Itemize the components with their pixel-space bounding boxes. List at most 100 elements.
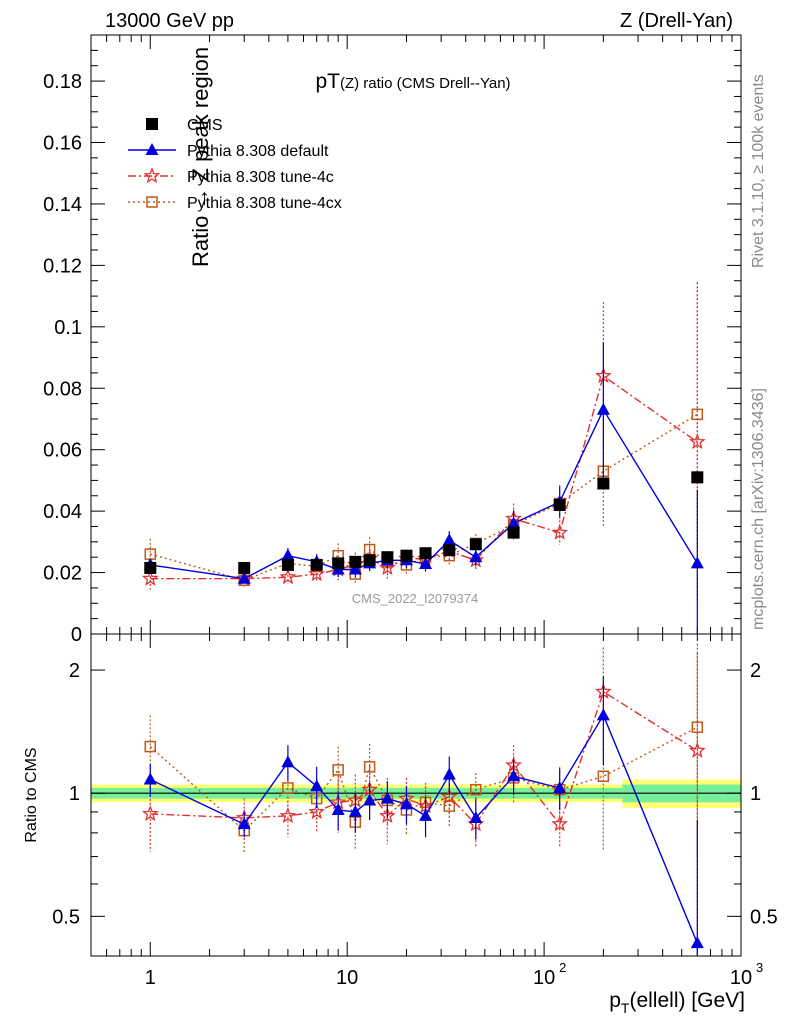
data-point [144,561,157,574]
data-point [596,402,610,415]
x-tick-label: 10 [336,967,358,989]
data-point [688,433,706,450]
data-point [469,538,482,551]
ratio-point [399,797,413,810]
ratio-point [363,793,377,806]
data-point [597,477,610,490]
data-point [691,471,704,484]
x-axis-label: pT(ellell) [GeV] [609,989,745,1016]
data-point [310,558,323,571]
header-left: 13000 GeV pp [105,10,234,32]
ratio-point [689,741,706,758]
y-tick-label: 0.12 [43,255,82,277]
y-tick-label-right: 1 [750,783,761,805]
rivet-label: Rivet 3.1.10, ≥ 100k events [750,74,767,268]
data-point [238,561,251,574]
y-tick-label: 0.14 [43,194,82,216]
data-point [379,559,396,576]
ratio-point [331,802,345,815]
data-point [469,550,483,563]
ratio-point [419,808,433,821]
main-title: pT(Z) ratio (CMS Drell--Yan) [315,70,510,93]
ratio-point [551,815,569,832]
y-tick-label-right: 2 [750,660,761,682]
legend-label: CMS [187,117,223,134]
y-tick-label: 0.04 [43,501,82,523]
x-tick-label: 3 [756,960,763,975]
ratio-point [237,817,251,830]
y-tick-label: 0.5 [52,906,80,928]
data-point [419,547,432,560]
data-point [442,533,456,546]
ratio-ylabel: Ratio to CMS [23,747,40,842]
ratio-point [144,740,157,753]
data-point [348,562,362,575]
ratio-series-pythia-8-308-tune-4cx [144,653,704,857]
legend: CMS Pythia 8.308 default Pythia 8.308 tune… [128,117,342,212]
legend-label: Pythia 8.308 tune-4c [187,169,334,186]
watermark: CMS_2022_I2079374 [352,591,479,606]
ratio-point [380,791,394,804]
ratio-point [378,807,396,824]
data-point [237,571,251,584]
y-tick-label: 0.1 [54,317,82,339]
data-point [690,556,704,569]
series-line [150,408,698,580]
data-point [281,558,294,571]
y-tick-label: 0.06 [43,440,82,462]
data-point [332,557,345,570]
ratio-point [143,772,157,785]
data-point [507,526,520,539]
y-tick-label: 2 [69,660,80,682]
ratio-point [348,804,362,817]
data-point [363,554,376,567]
legend-marker [146,196,158,208]
ratio-point [470,783,482,796]
ratio-point [141,805,159,822]
y-tick-label: 0.16 [43,133,82,155]
x-tick-label: 10 [533,967,555,989]
header-right: Z (Drell-Yan) [620,10,733,32]
ratio-point [308,803,325,820]
ratio-point [469,810,483,823]
ratio-panel: 1 10 10 2 10 3 0.5 0.5 1 1 2 2 [52,633,778,989]
y-tick-label: 0.02 [43,563,82,585]
ratio-point [442,767,456,780]
legend-label: Pythia 8.308 default [187,143,329,160]
legend-marker [145,143,159,155]
legend-marker [143,167,161,184]
ratio-line [149,713,698,944]
ratio-series-pythia-8-308-default [143,676,704,956]
data-point [279,568,297,585]
y-tick-label: 0.08 [43,378,82,400]
data-point [141,569,159,586]
y-tick-label: 0.18 [43,71,82,93]
data-point [381,551,394,564]
ratio-point [332,764,344,776]
ratio-point [279,807,297,824]
ratio-point [553,780,567,793]
data-point [419,556,433,569]
data-point [308,565,326,582]
series-cms [144,471,704,574]
mcplots-label: mcplots.cern.ch [arXiv:1306.3436] [750,388,767,630]
ratio-point [597,770,610,783]
data-point [553,498,566,511]
data-point [144,548,157,560]
data-point [400,549,413,562]
series-line [150,374,698,580]
ratio-point [310,779,324,792]
data-point [281,548,295,561]
legend-label: Pythia 8.308 tune-4cx [187,195,342,212]
ratio-point [281,755,295,768]
y-tick-label: 0 [71,624,82,646]
ratio-point [440,787,458,804]
data-point [349,555,362,568]
ratio-frame [90,633,742,957]
x-tick-label: 10 [730,967,752,989]
y-tick-label-right: 0.5 [750,906,778,928]
ratio-point [507,769,521,782]
y-tick-label: 1 [69,783,80,805]
data-point [507,516,521,529]
